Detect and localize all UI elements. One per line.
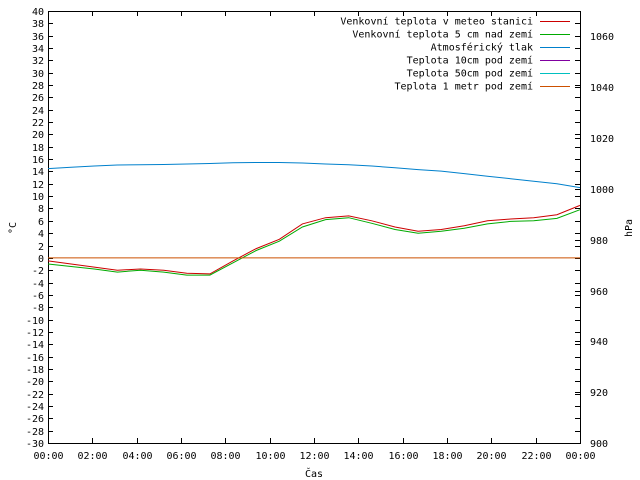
x-tick-label: 08:00	[210, 451, 240, 462]
legend-entry-label: Venkovní teplota 5 cm nad zemí	[352, 29, 533, 41]
left-tick-label: 10	[32, 192, 44, 203]
x-tick-label: 16:00	[388, 451, 418, 462]
left-tick-label: -22	[26, 390, 44, 401]
left-tick-label: -10	[26, 316, 44, 327]
left-tick-label: 14	[32, 167, 44, 178]
left-tick-label: 32	[32, 56, 44, 67]
left-tick-label: 28	[32, 81, 44, 92]
x-tick-label: 14:00	[343, 451, 373, 462]
left-tick-label: -6	[32, 291, 44, 302]
right-tick-label: 940	[590, 337, 608, 348]
x-axis-label: Čas	[305, 467, 323, 480]
x-tick-label: 22:00	[521, 451, 551, 462]
left-tick-label: -30	[26, 439, 44, 450]
left-tick-label: 30	[32, 69, 44, 80]
left-tick-label: 12	[32, 180, 44, 191]
left-axis: 4038363432302826242220181614121086420-2-…	[26, 7, 580, 450]
right-tick-label: 1020	[590, 134, 614, 145]
left-tick-label: 2	[38, 242, 44, 253]
left-tick-label: 0	[38, 254, 44, 265]
left-tick-label: -24	[26, 402, 44, 413]
left-tick-label: -4	[32, 279, 44, 290]
left-tick-label: -28	[26, 427, 44, 438]
right-tick-label: 1060	[590, 32, 614, 43]
left-tick-label: 40	[32, 7, 44, 18]
left-tick-label: -16	[26, 353, 44, 364]
legend-entry-label: Atmosférický tlak	[431, 42, 533, 54]
series-line-0	[47, 204, 581, 275]
legend: Venkovní teplota v meteo staniciVenkovní…	[340, 16, 570, 93]
x-tick-label: 00:00	[565, 451, 595, 462]
right-tick-label: 1040	[590, 83, 614, 94]
legend-entry-label: Teplota 50cm pod zemí	[407, 68, 533, 80]
x-tick-label: 04:00	[122, 451, 152, 462]
left-tick-label: 38	[32, 19, 44, 30]
right-tick-label: 1000	[590, 185, 614, 196]
left-tick-label: -14	[26, 340, 44, 351]
left-tick-label: -18	[26, 365, 44, 376]
left-tick-label: -12	[26, 328, 44, 339]
legend-entry-label: Teplota 1 metr pod zemí	[395, 81, 533, 93]
left-tick-label: 6	[38, 217, 44, 228]
x-tick-label: 20:00	[476, 451, 506, 462]
x-axis: 00:00 02:00 04:00 06:00 08:00 10:00 12:00 14:00…	[33, 11, 596, 462]
right-tick-label: 960	[590, 287, 608, 298]
left-tick-label: 26	[32, 93, 44, 104]
right-tick-label: 900	[590, 439, 608, 450]
legend-entry-label: Teplota 10cm pod zemí	[407, 55, 533, 67]
x-tick-label: 12:00	[299, 451, 329, 462]
left-tick-label: -20	[26, 377, 44, 388]
x-tick-label: 18:00	[432, 451, 462, 462]
left-tick-label: 22	[32, 118, 44, 129]
left-tick-label: 16	[32, 155, 44, 166]
legend-entry-label: Venkovní teplota v meteo stanici	[340, 16, 533, 28]
left-tick-label: 34	[32, 44, 44, 55]
left-tick-label: 18	[32, 143, 44, 154]
left-tick-label: -26	[26, 414, 44, 425]
right-tick-label: 980	[590, 236, 608, 247]
y-axis-label-left: °C	[8, 222, 19, 234]
x-tick-label: 10:00	[255, 451, 285, 462]
x-tick-label: 00:00	[33, 451, 63, 462]
x-tick-label: 02:00	[77, 451, 107, 462]
left-tick-label: 36	[32, 32, 44, 43]
right-axis: 1060 1040 1020 1000 980 960 940 920 900	[575, 32, 614, 450]
left-tick-label: -2	[32, 266, 44, 277]
left-tick-label: 24	[32, 106, 44, 117]
y-axis-label-right: hPa	[624, 219, 635, 237]
series-layer	[47, 162, 581, 276]
x-tick-label: 06:00	[166, 451, 196, 462]
left-tick-label: 20	[32, 130, 44, 141]
left-tick-label: -8	[32, 303, 44, 314]
right-tick-label: 920	[590, 388, 608, 399]
series-line-2	[47, 162, 581, 189]
series-line-1	[47, 209, 581, 276]
left-tick-label: 4	[38, 229, 44, 240]
left-tick-label: 8	[38, 204, 44, 215]
